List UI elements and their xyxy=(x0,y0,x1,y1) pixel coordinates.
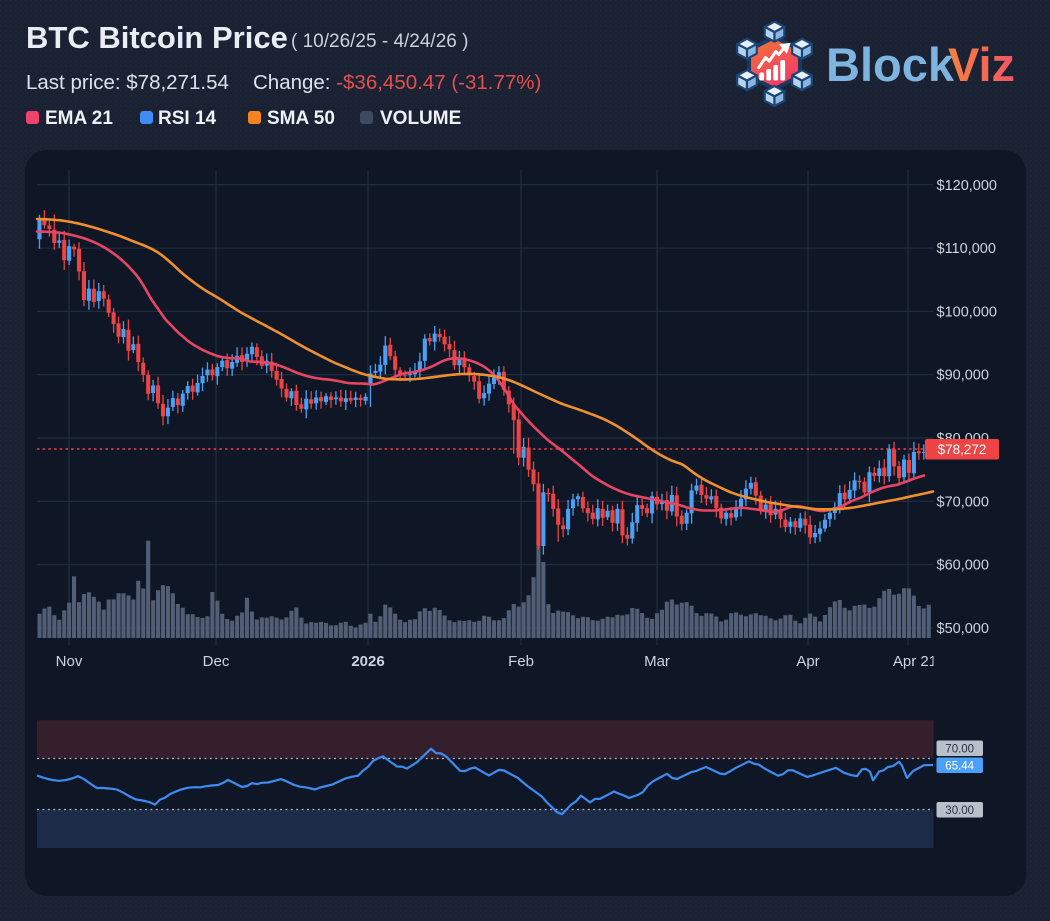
svg-text:Block: Block xyxy=(826,38,955,91)
svg-text:$90,000: $90,000 xyxy=(937,368,989,384)
svg-text:Mar: Mar xyxy=(644,653,670,670)
svg-text:BTC Bitcoin Price: BTC Bitcoin Price xyxy=(26,20,288,55)
svg-text:$120,000: $120,000 xyxy=(937,178,997,194)
svg-text:$70,000: $70,000 xyxy=(937,494,989,510)
svg-text:RSI 14: RSI 14 xyxy=(158,108,217,129)
svg-text:Viz: Viz xyxy=(948,38,1015,91)
svg-text:Dec: Dec xyxy=(203,653,230,670)
svg-text:65.44: 65.44 xyxy=(945,761,974,773)
svg-text:EMA 21: EMA 21 xyxy=(45,108,113,129)
svg-text:$100,000: $100,000 xyxy=(937,304,997,320)
svg-text:$60,000: $60,000 xyxy=(937,558,989,574)
svg-text:Apr 21: Apr 21 xyxy=(893,653,937,670)
svg-text:30.00: 30.00 xyxy=(945,805,974,817)
svg-text:$110,000: $110,000 xyxy=(937,241,996,257)
svg-text:Nov: Nov xyxy=(56,653,83,670)
svg-text:Change: -$36,450.47 (-31.77%): Change: -$36,450.47 (-31.77%) xyxy=(253,71,541,94)
svg-text:$50,000: $50,000 xyxy=(937,621,989,637)
svg-text:Apr: Apr xyxy=(796,653,819,670)
svg-text:SMA 50: SMA 50 xyxy=(267,108,335,129)
svg-text:$78,272: $78,272 xyxy=(938,442,987,457)
svg-text:2026: 2026 xyxy=(351,653,384,670)
svg-text:( 10/26/25 - 4/24/26 ): ( 10/26/25 - 4/24/26 ) xyxy=(291,31,468,52)
svg-text:VOLUME: VOLUME xyxy=(380,108,461,129)
svg-text:Last price: $78,271.54: Last price: $78,271.54 xyxy=(26,71,229,94)
svg-text:Feb: Feb xyxy=(508,653,534,670)
svg-text:70.00: 70.00 xyxy=(945,744,974,756)
